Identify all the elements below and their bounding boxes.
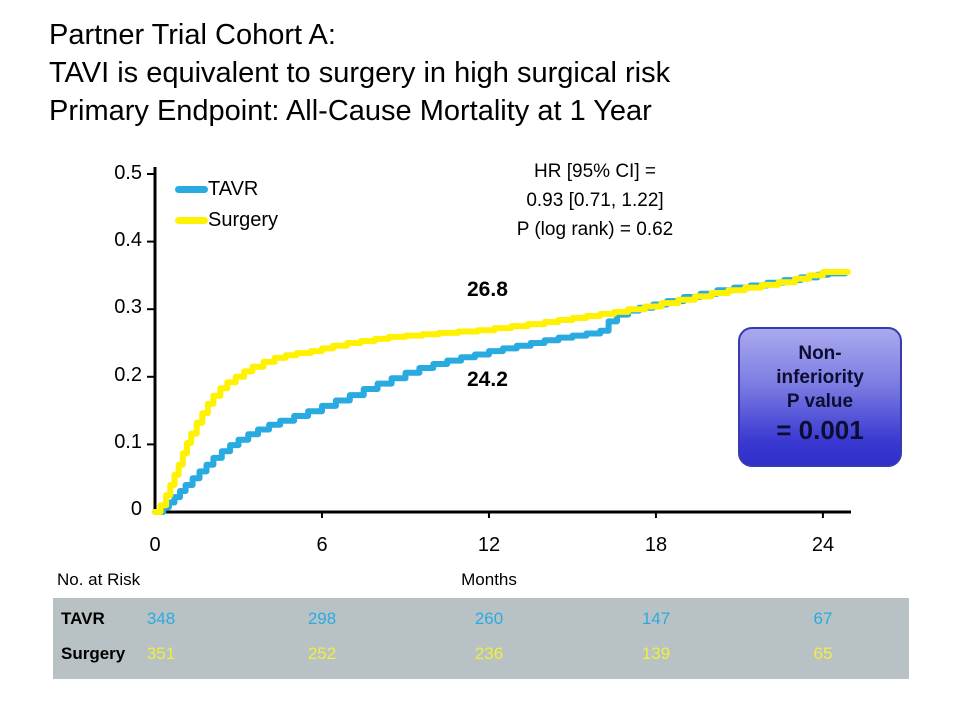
risk-row-label-tavr: TAVR — [61, 609, 105, 628]
surgery-line-swatch — [175, 216, 208, 224]
hazard-ratio-stats: HR [95% CI] = 0.93 [0.71, 1.22] P (log r… — [430, 157, 760, 244]
logrank-line: P (log rank) = 0.62 — [516, 219, 674, 240]
risk-value: 252 — [307, 644, 337, 663]
numbers-at-risk-table: TAVR 348 298 260 147 67 Surgery 351 252 … — [53, 598, 909, 679]
risk-row-surgery: Surgery 351 252 236 139 65 — [53, 644, 909, 664]
y-tick-0-5: 0.5 — [114, 162, 142, 184]
y-tick-0-4: 0.4 — [114, 229, 142, 251]
x-tick-12: 12 — [477, 534, 501, 556]
y-tick-0-3: 0.3 — [114, 296, 142, 318]
tavr-value-label: 24.2 — [467, 368, 508, 391]
ci-line: 0.93 [0.71, 1.22] — [526, 190, 664, 211]
x-tick-6: 6 — [316, 534, 328, 556]
ni-p-value: = 0.001 — [776, 415, 864, 445]
ni-line-2: inferiority — [776, 367, 864, 388]
legend-row-tavr: TAVR — [175, 176, 278, 202]
risk-value: 348 — [146, 609, 176, 628]
y-tick-0-2: 0.2 — [114, 364, 142, 386]
legend-label-tavr: TAVR — [208, 177, 259, 200]
legend-label-surgery: Surgery — [208, 208, 279, 231]
legend-row-surgery: Surgery — [175, 207, 278, 233]
no-at-risk-label: No. at Risk — [57, 570, 141, 589]
x-tick-0: 0 — [149, 534, 161, 556]
risk-value: 236 — [474, 644, 504, 663]
hr-line: HR [95% CI] = — [534, 161, 656, 182]
risk-value: 260 — [474, 609, 504, 628]
title-line-3: Primary Endpoint: All-Cause Mortality at… — [49, 95, 652, 127]
risk-row-label-surgery: Surgery — [61, 644, 126, 663]
y-tick-0-1: 0.1 — [114, 431, 142, 453]
slide-title: Partner Trial Cohort A: TAVI is equivale… — [49, 16, 929, 130]
chart-legend: TAVR Surgery — [175, 176, 278, 233]
risk-value: 67 — [813, 609, 833, 628]
curve-surgery — [152, 269, 851, 515]
risk-value: 298 — [307, 609, 337, 628]
title-line-2: TAVI is equivalent to surgery in high su… — [49, 57, 671, 89]
y-tick-0: 0 — [130, 498, 142, 520]
noninferiority-callout: Non- inferiority P value = 0.001 — [738, 327, 902, 467]
tavr-line-swatch — [175, 185, 208, 193]
risk-row-tavr: TAVR 348 298 260 147 67 — [53, 609, 909, 629]
risk-value: 65 — [813, 644, 833, 663]
risk-value: 139 — [641, 644, 671, 663]
title-line-1: Partner Trial Cohort A: — [49, 19, 336, 51]
x-tick-18: 18 — [644, 534, 668, 556]
x-tick-24: 24 — [811, 534, 835, 556]
ni-line-3: P value — [786, 391, 854, 412]
risk-value: 351 — [146, 644, 176, 663]
risk-value: 147 — [641, 609, 671, 628]
surgery-value-label: 26.8 — [467, 278, 508, 301]
months-axis-title: Months — [461, 570, 517, 589]
ni-line-1: Non- — [798, 343, 842, 364]
